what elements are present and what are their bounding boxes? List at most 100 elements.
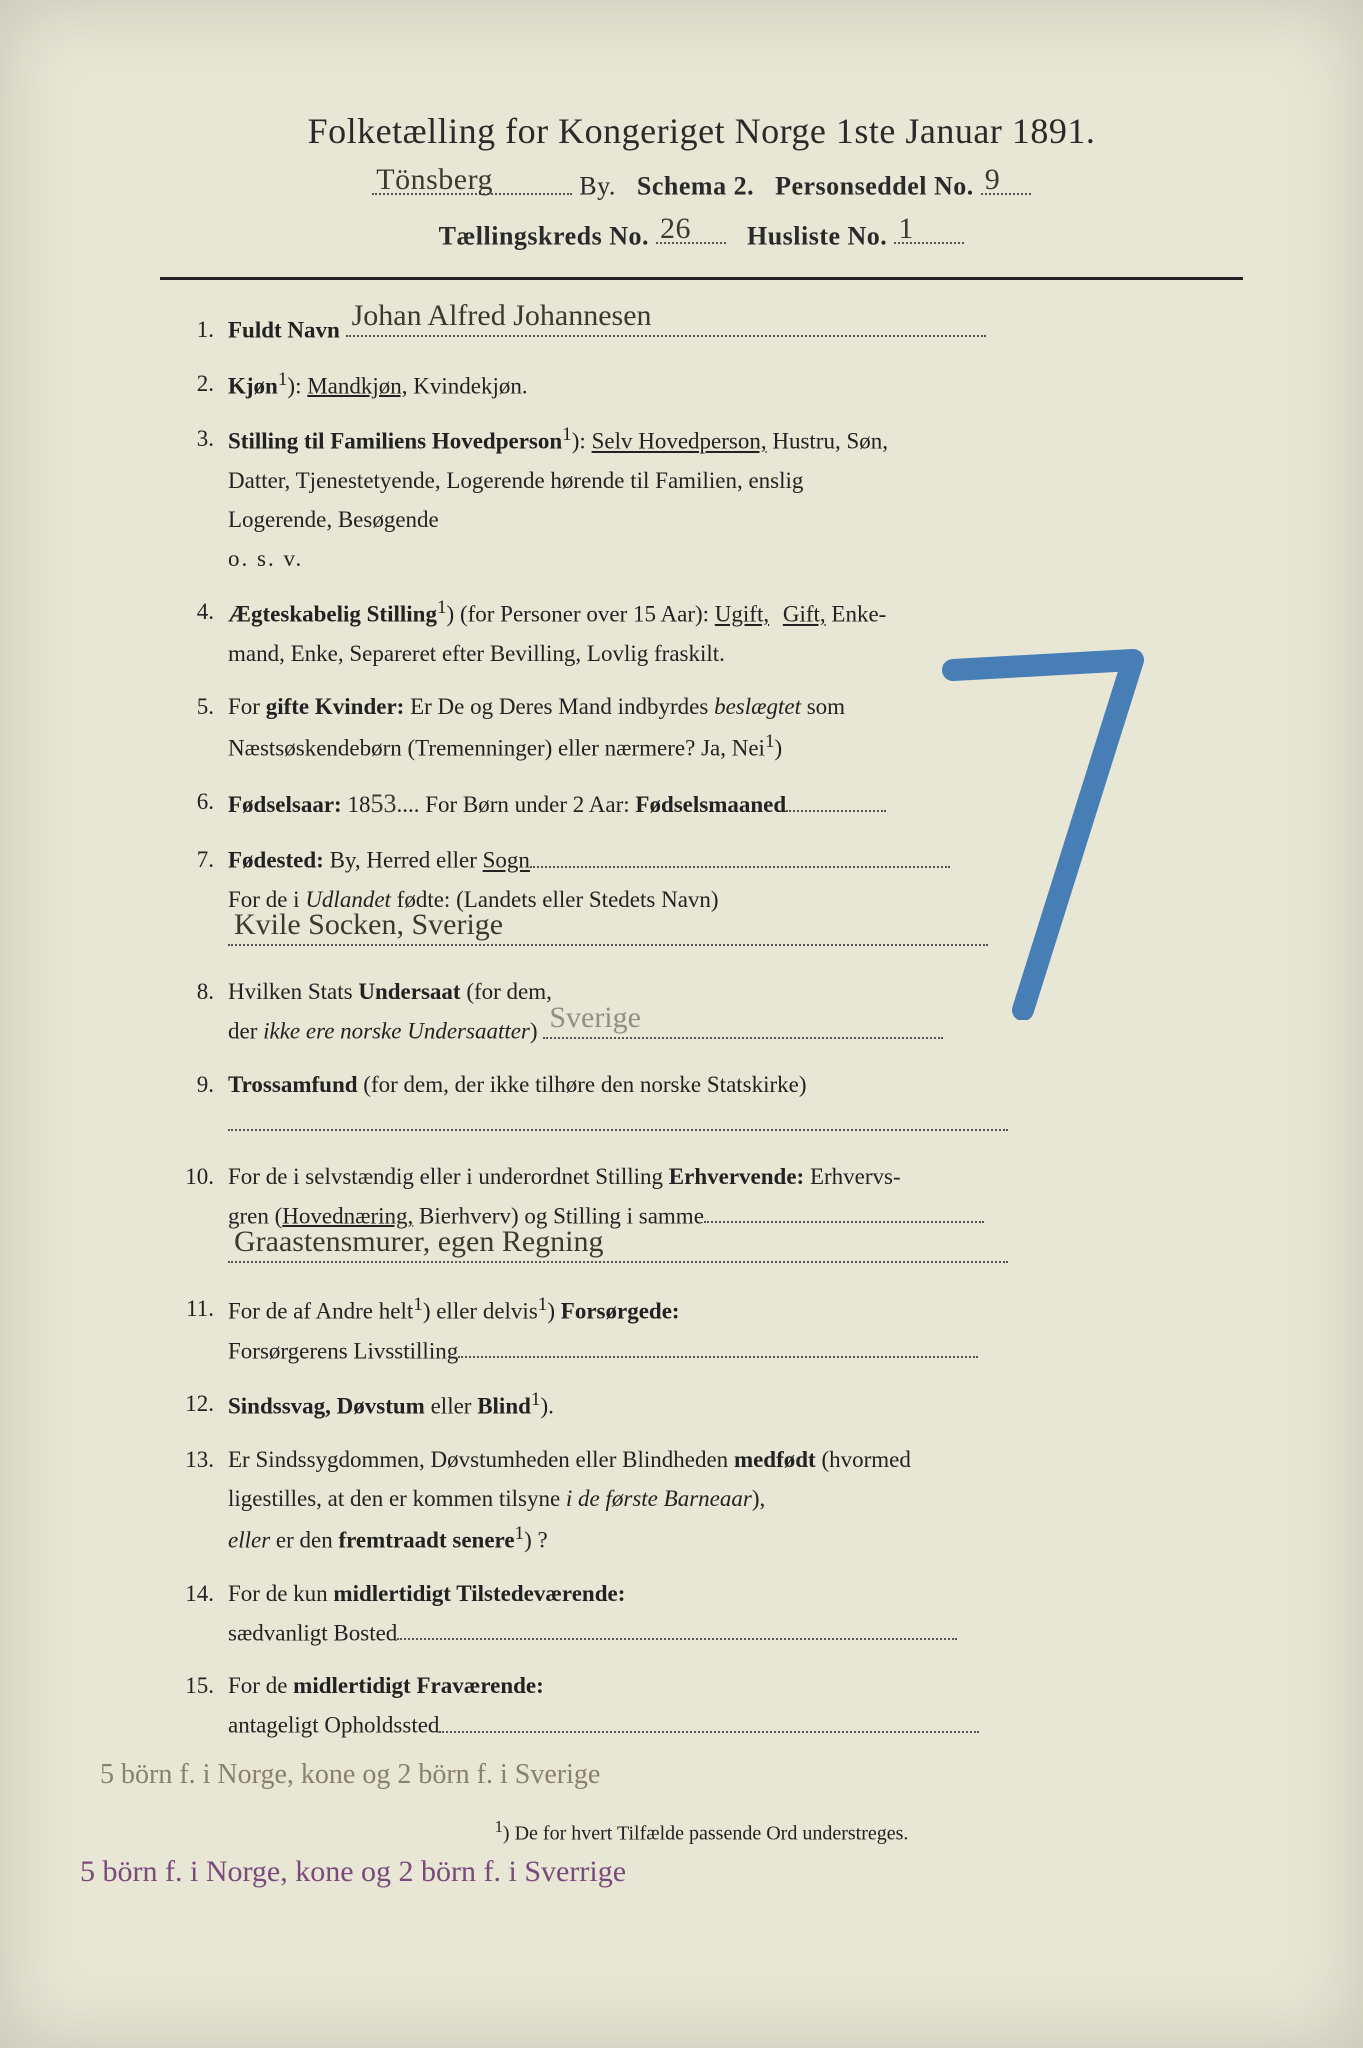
item-12-label: Sindssvag, Døvstum [228, 1394, 425, 1419]
item-5-line2: Næstsøskendebørn (Tremenninger) eller næ… [228, 736, 765, 761]
item-5-prefix: For [228, 694, 266, 719]
item-9: 9. Trossamfund (for dem, der ikke tilhør… [160, 1065, 1243, 1143]
footnote-text: ) De for hvert Tilfælde passende Ord und… [503, 1822, 908, 1844]
item-5: 5. For gifte Kvinder: Er De og Deres Man… [160, 687, 1243, 768]
item-4-num: 4. [160, 592, 228, 673]
item-13-line3b: er den [270, 1528, 338, 1553]
item-9-num: 9. [160, 1065, 228, 1143]
item-6-label: Fødselsaar: [228, 792, 342, 817]
item-9-label: Trossamfund [228, 1072, 358, 1097]
item-1-label: Fuldt Navn [228, 317, 340, 342]
item-1-value: Johan Alfred Johannesen [352, 290, 652, 341]
item-3-num: 3. [160, 419, 228, 578]
item-6-mid: For Børn under 2 Aar: [419, 792, 635, 817]
item-12-num: 12. [160, 1384, 228, 1426]
footnote: 1) De for hvert Tilfælde passende Ord un… [160, 1817, 1243, 1846]
item-14: 14. For de kun midlertidigt Tilstedevære… [160, 1574, 1243, 1652]
item-14-label: midlertidigt Tilstedeværende: [333, 1581, 625, 1606]
item-11-sup2: 1 [538, 1294, 548, 1315]
husliste-no: 1 [898, 212, 914, 246]
item-13-label: medfødt [734, 1447, 816, 1472]
header-rule [160, 277, 1243, 280]
pencil-annotation: 5 börn f. i Norge, kone og 2 börn f. i S… [100, 1759, 1243, 1791]
item-4-sup: 1 [437, 597, 447, 618]
item-5-num: 5. [160, 687, 228, 768]
item-12-text: eller [425, 1394, 477, 1419]
kreds-no: 26 [660, 212, 691, 246]
item-4-opt-a: Ugift, [715, 602, 769, 627]
item-11-sup1: 1 [413, 1294, 423, 1315]
item-6-label2: Fødselsmaaned [635, 792, 786, 817]
item-15-text1: For de [228, 1673, 293, 1698]
item-4-label: Ægteskabelig Stilling [228, 602, 437, 627]
item-5-tail: ) [775, 736, 783, 761]
form-header: Folketælling for Kongeriget Norge 1ste J… [160, 110, 1243, 251]
item-12: 12. Sindssvag, Døvstum eller Blind1). [160, 1384, 1243, 1426]
item-7: 7. Fødested: By, Herred eller Sogn For d… [160, 840, 1243, 958]
title-year: 1891. [1012, 111, 1096, 151]
item-3-line3: Logerende, Besøgende [228, 500, 1243, 539]
item-3-after: ): [572, 429, 592, 454]
by-label: By. [579, 172, 616, 201]
item-13: 13. Er Sindssygdommen, Døvstumheden elle… [160, 1440, 1243, 1560]
census-form-page: Folketælling for Kongeriget Norge 1ste J… [0, 0, 1363, 2048]
personseddel-no: 9 [985, 163, 1001, 197]
item-8-num: 8. [160, 972, 228, 1050]
item-11-text1: For de af Andre helt [228, 1299, 413, 1324]
item-6: 6. Fødselsaar: 1853.... For Børn under 2… [160, 782, 1243, 826]
item-8-label: Undersaat [358, 979, 460, 1004]
item-12-sup: 1 [531, 1389, 541, 1410]
item-2-sup: 1 [278, 369, 288, 390]
item-2-other: Kvindekjøn. [408, 373, 528, 398]
item-11: 11. For de af Andre helt1) eller delvis1… [160, 1289, 1243, 1370]
item-7-label: Fødested: [228, 848, 324, 873]
purple-ink-annotation: 5 börn f. i Norge, kone og 2 börn f. i S… [80, 1855, 1243, 1889]
item-10-hand: Graastensmurer, egen Regning [234, 1216, 604, 1267]
item-12-tail: ). [541, 1394, 554, 1419]
item-11-text2: ) eller delvis [423, 1299, 538, 1324]
schema-label: Schema 2. [637, 172, 754, 201]
item-1: 1. Fuldt Navn Johan Alfred Johannesen [160, 310, 1243, 349]
item-3-osv: o. s. v. [228, 539, 1243, 578]
item-10-label: Erhvervende: [669, 1164, 804, 1189]
item-1-num: 1. [160, 310, 228, 349]
item-5-label: gifte Kvinder: [266, 694, 405, 719]
kreds-label: Tællingskreds No. [439, 221, 649, 250]
item-4-opt-b: Gift, [783, 602, 826, 627]
item-13-text1: Er Sindssygdommen, Døvstumheden eller Bl… [228, 1447, 734, 1472]
item-8: 8. Hvilken Stats Undersaat (for dem, der… [160, 972, 1243, 1050]
item-2-label: Kjøn [228, 373, 278, 398]
item-13-line2a: ligestilles, at den er kommen tilsyne [228, 1486, 566, 1511]
item-8-line2b: ikke ere norske Undersaatter [263, 1019, 530, 1044]
item-8-hand: Sverige [549, 992, 641, 1043]
item-5-text2: som [801, 694, 845, 719]
item-13-line3d: ) ? [524, 1528, 548, 1553]
item-7-hand: Kvile Socken, Sverige [234, 899, 503, 950]
item-3-label: Stilling til Familiens Hovedperson [228, 429, 562, 454]
item-13-num: 13. [160, 1440, 228, 1560]
title-text: Folketælling for Kongeriget Norge 1ste J… [308, 111, 1003, 151]
item-13-line2b: i de første Barneaar [566, 1486, 752, 1511]
item-2-after: ): [287, 373, 307, 398]
item-10-text1: For de i selvstændig eller i underordnet… [228, 1164, 669, 1189]
item-13-line3a: eller [228, 1528, 270, 1553]
item-3-selected: Selv Hovedperson, [592, 429, 767, 454]
item-13-line3c: fremtraadt senere [338, 1528, 514, 1553]
item-8-text1: Hvilken Stats [228, 979, 358, 1004]
header-line-3: Tællingskreds No. 26 Husliste No. 1 [160, 214, 1243, 252]
item-13-text2: (hvormed [816, 1447, 911, 1472]
item-10-text2: Erhvervs- [804, 1164, 900, 1189]
item-5-ital: beslægtet [714, 694, 801, 719]
item-13-sup: 1 [515, 1523, 525, 1544]
footnote-sup: 1 [495, 1817, 503, 1836]
item-4-line2: mand, Enke, Separeret efter Bevilling, L… [228, 634, 1243, 673]
item-3-sup: 1 [562, 424, 572, 445]
item-10-num: 10. [160, 1157, 228, 1275]
by-value: Tönsberg [376, 163, 493, 197]
item-14-text1: For de kun [228, 1581, 333, 1606]
item-14-num: 14. [160, 1574, 228, 1652]
item-11-text3: ) [547, 1299, 560, 1324]
item-10: 10. For de i selvstændig eller i underor… [160, 1157, 1243, 1275]
item-13-line2c: ), [752, 1486, 765, 1511]
item-7-und: Sogn [483, 848, 530, 873]
